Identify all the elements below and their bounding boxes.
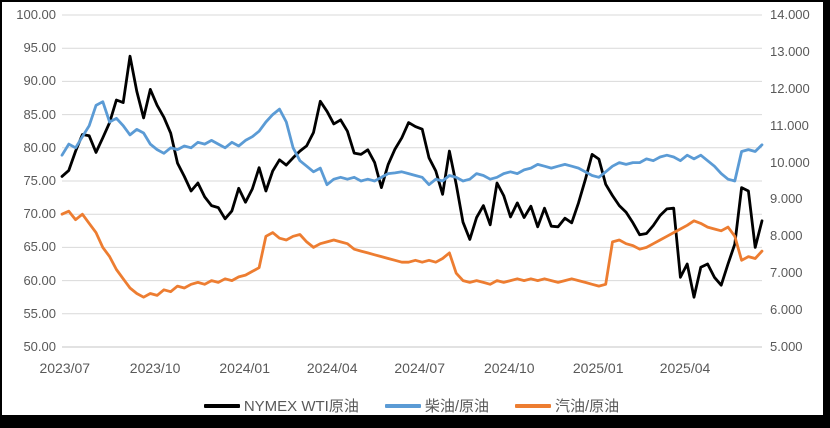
y-axis-right-tick: 11.000 [770, 117, 809, 133]
x-axis-tick: 2024/04 [306, 360, 358, 376]
y-axis-left-tick: 75.00 [23, 173, 56, 188]
y-axis-right-tick: 13.000 [770, 43, 810, 59]
x-axis-tick: 2023/07 [39, 360, 91, 376]
series-line-diesel-crude-ratio [60, 100, 764, 187]
legend-item-diesel-crude-ratio: 柴油/原油 [384, 395, 489, 416]
legend-swatch-nymex-wti [203, 403, 240, 408]
y-axis-right-tick: 5.000 [770, 339, 803, 354]
y-axis-left-tick: 60.00 [23, 272, 56, 288]
y-axis-right-tick: 12.000 [770, 80, 810, 96]
y-axis-left-tick: 100.00 [16, 7, 56, 22]
series-line-nymex-wti [60, 54, 764, 299]
chart-background [2, 2, 823, 415]
x-axis-tick: 2023/10 [129, 360, 181, 376]
y-axis-left-tick: 55.00 [23, 305, 56, 321]
y-axis-right-tick: 7.000 [770, 265, 803, 281]
y-axis-left-tick: 70.00 [23, 206, 56, 222]
y-axis-right-tick: 8.000 [770, 228, 803, 244]
x-axis-tick: 2024/01 [219, 360, 270, 376]
y-axis-left-tick: 95.00 [23, 40, 56, 56]
series-line-gasoline-crude-ratio [60, 209, 764, 299]
y-axis-left-tick: 80.00 [23, 139, 56, 155]
y-axis-left-tick: 85.00 [23, 106, 56, 122]
x-axis-tick: 2024/07 [394, 360, 445, 376]
y-axis-left-tick: 50.00 [23, 339, 56, 354]
y-axis-right-tick: 9.000 [770, 191, 803, 207]
y-axis-right-tick: 14.000 [770, 7, 810, 22]
x-axis-tick: 2024/10 [483, 360, 535, 376]
legend-label-gasoline-crude-ratio: 汽油/原油 [555, 398, 620, 415]
y-axis-right-tick: 10.000 [770, 154, 810, 170]
legend-label-diesel-crude-ratio: 柴油/原油 [424, 398, 489, 415]
legend-swatch-diesel-crude-ratio [384, 403, 421, 408]
y-axis-left-tick: 65.00 [23, 239, 56, 255]
y-axis-left-tick: 90.00 [23, 73, 56, 89]
x-axis-tick: 2025/04 [659, 360, 711, 376]
legend-item-nymex-wti: NYMEX WTI原油 [203, 395, 359, 416]
legend-item-gasoline-crude-ratio: 汽油/原油 [515, 395, 619, 416]
legend-label-nymex-wti: NYMEX WTI原油 [243, 398, 359, 415]
legend-swatch-gasoline-crude-ratio [515, 403, 551, 408]
y-axis-right-tick: 6.000 [770, 302, 803, 318]
x-axis-tick: 2025/01 [572, 360, 624, 376]
chart-legend: NYMEX WTI原油 柴油/原油 汽油/原油 [0, 395, 823, 416]
